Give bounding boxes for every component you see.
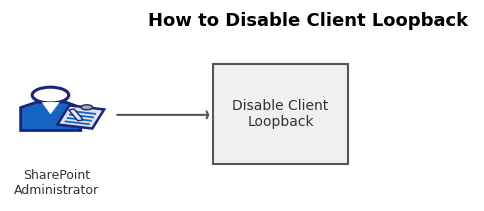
Polygon shape (69, 109, 83, 121)
Circle shape (81, 105, 92, 110)
Polygon shape (58, 105, 104, 128)
Polygon shape (21, 101, 81, 130)
Polygon shape (42, 102, 59, 114)
Bar (213, 64, 348, 164)
Text: Disable Client
Loopback: Disable Client Loopback (232, 99, 329, 129)
Text: How to Disable Client Loopback: How to Disable Client Loopback (148, 12, 468, 30)
Text: SharePoint
Administrator: SharePoint Administrator (14, 169, 99, 197)
Circle shape (32, 87, 69, 103)
